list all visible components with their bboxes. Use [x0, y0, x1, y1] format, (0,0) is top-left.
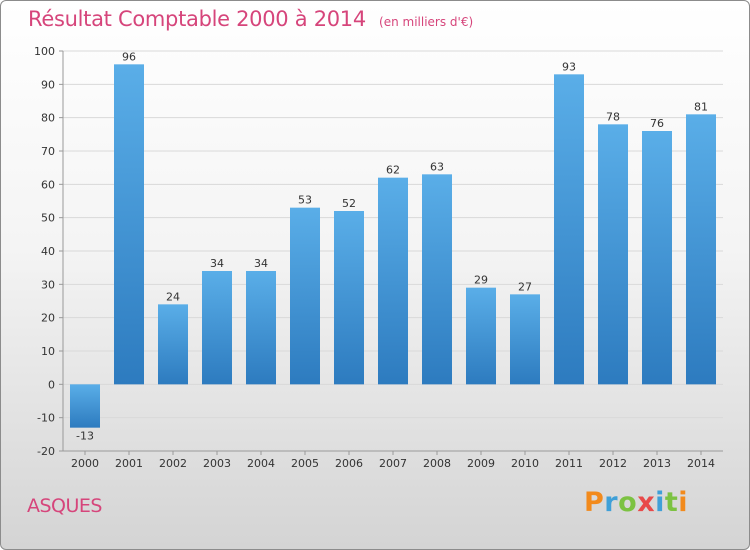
y-tick-label: 80: [41, 112, 55, 125]
y-tick-label: 30: [41, 278, 55, 291]
data-label: 34: [254, 257, 268, 270]
bar: [290, 207, 320, 385]
x-tick-label: 2014: [687, 457, 715, 470]
x-tick-label: 2008: [423, 457, 451, 470]
data-label: 29: [474, 274, 488, 287]
proxiti-logo: Proxiti: [584, 487, 689, 518]
data-label: 96: [122, 50, 136, 63]
data-label: 62: [386, 164, 400, 177]
chart-title: Résultat Comptable 2000 à 2014: [28, 7, 366, 31]
data-label: 81: [694, 100, 708, 113]
y-tick-label: 40: [41, 245, 55, 258]
data-label: 93: [562, 60, 576, 73]
bar: [466, 287, 496, 385]
bar: [598, 124, 628, 385]
y-tick-label: -20: [37, 445, 55, 458]
y-tick-label: 70: [41, 145, 55, 158]
bar: [554, 74, 584, 385]
bar: [642, 131, 672, 385]
x-tick-label: 2010: [511, 457, 539, 470]
x-tick-label: 2005: [291, 457, 319, 470]
data-label: 27: [518, 280, 532, 293]
y-tick-label: -10: [37, 412, 55, 425]
x-tick-label: 2013: [643, 457, 671, 470]
x-tick-label: 2006: [335, 457, 363, 470]
data-label: 78: [606, 110, 620, 123]
data-label: 76: [650, 117, 664, 130]
bar: [70, 384, 100, 428]
data-label: 53: [298, 194, 312, 207]
data-label: 24: [166, 290, 180, 303]
x-tick-label: 2003: [203, 457, 231, 470]
x-tick-label: 2000: [71, 457, 99, 470]
chart-subtitle: (en milliers d'€): [379, 15, 474, 29]
bar: [686, 114, 716, 385]
data-label: 52: [342, 197, 356, 210]
x-tick-label: 2002: [159, 457, 187, 470]
data-label: -13: [76, 430, 94, 443]
bar-layer: -13 96 24 34 34 53 52 62 63 29 27 93 78 76 81: [70, 50, 716, 443]
axis-layer: -20 -10 0 10 20 30 40 50 60 70 80 90 100 2000 2001 2002…: [34, 45, 723, 470]
x-tick-label: 2001: [115, 457, 143, 470]
bar: [246, 271, 276, 385]
y-tick-label: 60: [41, 178, 55, 191]
bar: [114, 64, 144, 385]
data-label: 63: [430, 160, 444, 173]
x-tick-label: 2011: [555, 457, 583, 470]
bar: [202, 271, 232, 385]
bar: [334, 211, 364, 385]
chart-header: Résultat Comptable 2000 à 2014 (en milli…: [28, 7, 473, 31]
y-tick-label: 90: [41, 78, 55, 91]
x-tick-label: 2007: [379, 457, 407, 470]
y-tick-label: 100: [34, 45, 55, 58]
x-tick-label: 2012: [599, 457, 627, 470]
x-tick-label: 2009: [467, 457, 495, 470]
data-label: 34: [210, 257, 224, 270]
bar: [378, 177, 408, 385]
x-tick-label: 2004: [247, 457, 275, 470]
bar: [158, 304, 188, 385]
town-name: ASQUES: [27, 495, 103, 517]
y-tick-label: 20: [41, 312, 55, 325]
bar: [422, 174, 452, 385]
y-tick-label: 0: [48, 378, 55, 391]
bar: [510, 294, 540, 385]
y-tick-label: 50: [41, 212, 55, 225]
y-tick-label: 10: [41, 345, 55, 358]
